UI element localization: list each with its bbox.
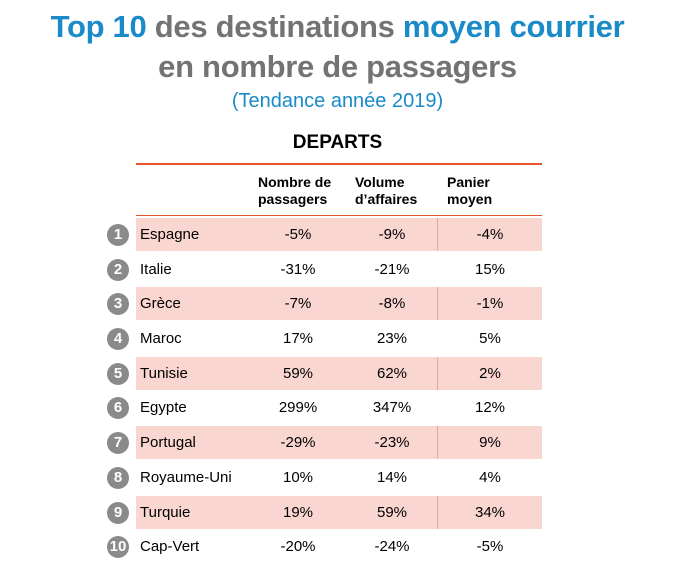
value-panier: 34%: [474, 503, 506, 521]
country-label: Grèce: [140, 295, 181, 313]
column-header-passagers: Nombre de passagers: [258, 174, 331, 208]
row-band: [136, 356, 542, 390]
rank-badge: 1: [107, 224, 129, 246]
value-passagers: 10%: [282, 468, 314, 486]
value-volume: -8%: [378, 295, 406, 313]
value-panier: 4%: [479, 468, 501, 486]
table-title: DEPARTS: [292, 132, 383, 153]
table-row: 2 Italie -31% -21% 15%: [0, 253, 675, 288]
table-row: 3 Grèce -7% -8% -1%: [0, 287, 675, 322]
column-header-passagers-line2: passagers: [258, 191, 328, 207]
page-title-line-1: Top 10 des destinations moyen courrier: [0, 10, 675, 44]
country-label: Italie: [140, 260, 172, 278]
column-header-panier: Panier moyen: [447, 174, 492, 208]
title-destinations: des destinations: [146, 9, 403, 44]
rank-badge: 5: [107, 362, 129, 385]
row-band: [136, 426, 542, 460]
country-label: Portugal: [140, 434, 196, 452]
value-panier: -4%: [476, 226, 504, 243]
column-separator: [437, 495, 438, 529]
rank-badge: 7: [107, 432, 129, 455]
rank-badge: 9: [107, 501, 129, 524]
value-passagers: -5%: [284, 226, 312, 243]
country-label: Tunisie: [140, 364, 188, 382]
column-header-panier-line1: Panier: [447, 174, 490, 190]
value-panier: -1%: [476, 295, 504, 313]
row-band: [136, 218, 542, 251]
value-passagers: -20%: [280, 538, 316, 556]
value-volume: -24%: [374, 538, 410, 556]
column-separator: [437, 426, 438, 460]
column-header-panier-line2: moyen: [447, 191, 493, 207]
column-header-volume-line2: d’affaires: [355, 191, 418, 207]
header-rule: [136, 215, 542, 216]
rank-badge: 3: [107, 293, 129, 316]
value-volume: -9%: [378, 226, 406, 243]
rank-badge: 10: [107, 536, 129, 559]
column-header-volume-line1: Volume: [355, 174, 405, 190]
country-label: Espagne: [140, 226, 200, 243]
value-panier: 9%: [479, 434, 501, 452]
value-volume: -21%: [374, 260, 410, 278]
value-volume: 347%: [372, 399, 412, 417]
row-band: [136, 287, 542, 321]
value-passagers: 19%: [282, 503, 314, 521]
title-moyen-courrier: moyen courrier: [402, 9, 625, 44]
table-body: 1 Espagne -5% -9% -4% 2 Italie -31% -21% 15% 3 Grèc…: [0, 218, 675, 565]
table-row: 5 Tunisie 59% 62% 2%: [0, 356, 675, 392]
value-volume: -23%: [374, 434, 410, 452]
country-label: Turquie: [140, 503, 191, 521]
rank-badge: 2: [107, 258, 129, 281]
column-header-passagers-line1: Nombre de: [258, 174, 332, 190]
title-top10: Top 10: [50, 9, 147, 44]
table-top-rule: [136, 163, 542, 165]
value-panier: 12%: [474, 399, 506, 417]
table-row: 8 Royaume-Uni 10% 14% 4%: [0, 461, 675, 496]
rank-badge: 4: [107, 328, 129, 351]
country-label: Cap-Vert: [140, 538, 200, 556]
value-passagers: -31%: [280, 260, 316, 278]
table-row: 10 Cap-Vert -20% -24% -5%: [0, 530, 675, 565]
table-row: 1 Espagne -5% -9% -4%: [0, 218, 675, 253]
value-volume: 62%: [376, 364, 408, 382]
column-separator: [437, 218, 438, 251]
value-panier: 5%: [479, 330, 501, 348]
rank-badge: 6: [107, 397, 129, 420]
country-label: Royaume-Uni: [140, 468, 232, 486]
table-row: 7 Portugal -29% -23% 9%: [0, 426, 675, 461]
page-subtitle: (Tendance année 2019): [231, 90, 444, 112]
value-panier: 2%: [479, 364, 501, 382]
value-passagers: -7%: [284, 295, 312, 313]
column-separator: [437, 356, 438, 390]
column-separator: [437, 287, 438, 321]
table-row: 9 Turquie 19% 59% 34%: [0, 495, 675, 531]
value-volume: 23%: [376, 330, 408, 348]
value-volume: 59%: [376, 503, 408, 521]
value-volume: 14%: [376, 468, 408, 486]
value-passagers: 59%: [282, 364, 314, 382]
value-passagers: 17%: [282, 330, 314, 348]
column-header-volume: Volume d’affaires: [355, 174, 417, 208]
row-band: [136, 495, 542, 529]
country-label: Maroc: [140, 330, 182, 348]
value-panier: 15%: [474, 260, 506, 278]
value-passagers: -29%: [280, 434, 316, 452]
value-passagers: 299%: [278, 399, 318, 417]
rank-badge: 8: [107, 466, 129, 489]
table-row: 6 Egypte 299% 347% 12%: [0, 391, 675, 426]
value-panier: -5%: [476, 538, 504, 556]
page-title-line-2: en nombre de passagers: [158, 49, 517, 84]
country-label: Egypte: [140, 399, 187, 417]
table-row: 4 Maroc 17% 23% 5%: [0, 322, 675, 357]
